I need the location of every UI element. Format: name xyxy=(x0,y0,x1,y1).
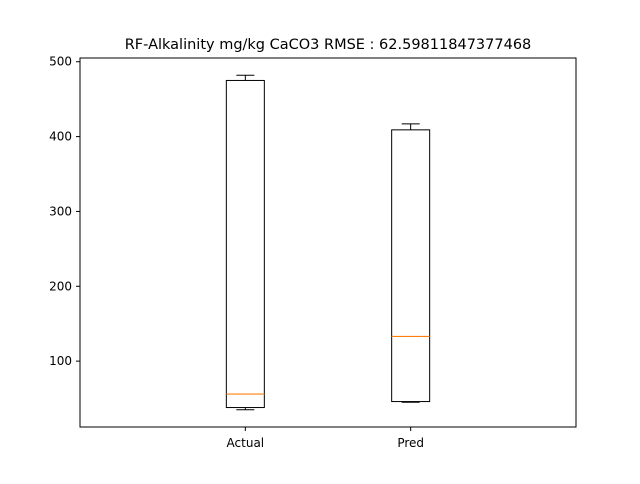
boxes-layer xyxy=(225,74,431,411)
box-actual xyxy=(225,74,265,411)
x-axis: Actual Pred xyxy=(227,427,424,450)
y-tick-label: 400 xyxy=(49,130,72,144)
y-tick-label: 200 xyxy=(49,279,72,293)
box-body xyxy=(391,129,431,403)
x-tick-label: Actual xyxy=(227,436,265,450)
chart-title: RF-Alkalinity mg/kg CaCO3 RMSE : 62.5981… xyxy=(125,37,532,53)
x-tick-label: Pred xyxy=(397,436,424,450)
box-pred xyxy=(391,123,431,403)
plot-frame xyxy=(79,57,577,428)
y-tick-label: 300 xyxy=(49,204,72,218)
y-tick-label: 500 xyxy=(49,55,72,69)
y-axis: 100 200 300 400 500 xyxy=(49,55,80,368)
box-body xyxy=(225,79,265,409)
y-tick-label: 100 xyxy=(49,354,72,368)
